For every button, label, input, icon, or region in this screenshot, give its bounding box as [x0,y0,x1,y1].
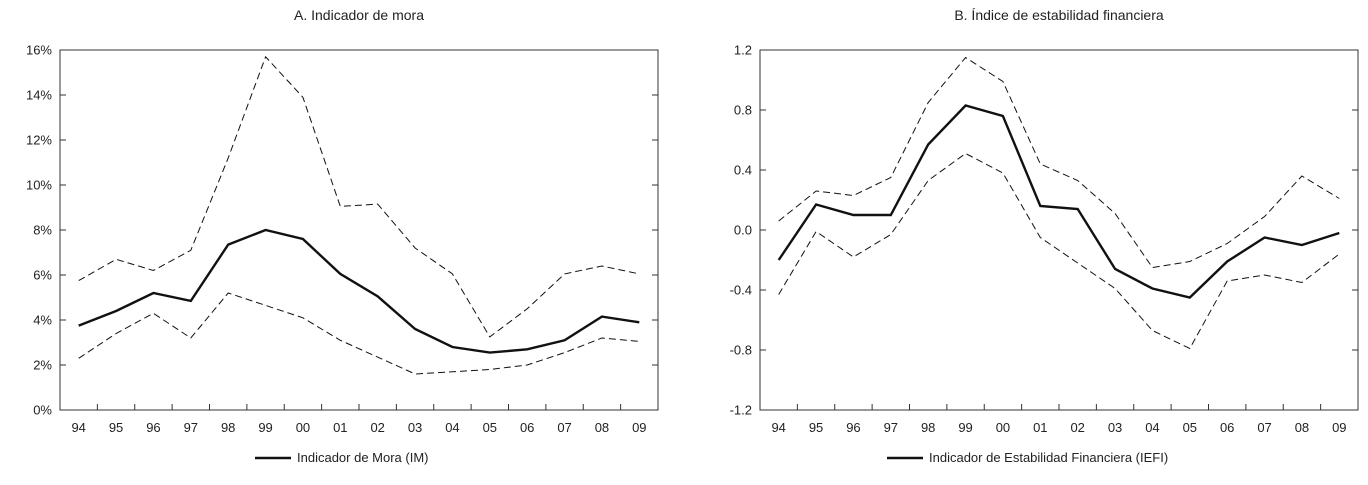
chart-panel-0: A. Indicador de mora 0% 2% 4% 6% 8% 10% 12% 14% 1… [26,7,659,465]
legend-label: Indicador de Mora (IM) [297,450,429,465]
series-line-main [78,228,640,354]
x-tick-label: 04 [1145,420,1159,435]
x-tick-label: 06 [1220,420,1234,435]
series-line-band-2 [778,152,1340,350]
y-tick-label: 6% [33,268,52,283]
chart-title: A. Indicador de mora [294,7,424,23]
x-tick-label: 97 [884,420,898,435]
x-tick-label: 07 [1257,420,1271,435]
x-tick-label: 95 [809,420,823,435]
x-tick-label: 98 [221,420,235,435]
x-tick-label: 00 [996,420,1010,435]
x-tick-label: 01 [333,420,347,435]
x-tick-label: 07 [557,420,571,435]
x-tick-label: 96 [146,420,160,435]
y-tick-label: 12% [26,133,52,148]
plot-frame [759,49,1359,411]
y-tick-label: 8% [33,223,52,238]
legend-label: Indicador de Estabilidad Financiera (IEF… [929,450,1168,465]
plot-frame [59,49,659,411]
x-tick-label: 09 [632,420,646,435]
x-tick-label: 02 [1070,420,1084,435]
x-tick-label: 99 [258,420,272,435]
y-tick-label: -0.8 [730,343,752,358]
series-line-main [777,104,1340,299]
chart-panel-1: B. Índice de estabilidad financiera -1.2 -… [730,7,1359,465]
y-tick-label: 4% [33,313,52,328]
x-tick-label: 03 [408,420,422,435]
y-tick-label: 14% [26,88,52,103]
y-tick-label: 10% [26,178,52,193]
y-tick-label: 2% [33,358,52,373]
x-tick-label: 08 [1295,420,1309,435]
y-tick-label: 0% [33,403,52,418]
x-tick-label: 99 [958,420,972,435]
x-tick-label: 96 [846,420,860,435]
chart-title: B. Índice de estabilidad financiera [954,7,1164,23]
x-tick-label: 06 [520,420,534,435]
series-line-band-2 [78,292,640,375]
x-tick-label: 02 [370,420,384,435]
x-tick-label: 01 [1033,420,1047,435]
y-tick-label: 0.4 [734,163,752,178]
y-tick-label: -0.4 [730,283,752,298]
series-line-band-1 [778,56,1340,269]
x-tick-label: 08 [595,420,609,435]
x-tick-label: 00 [296,420,310,435]
x-tick-label: 97 [184,420,198,435]
y-tick-label: 16% [26,43,52,58]
x-tick-label: 98 [921,420,935,435]
x-tick-label: 94 [71,420,85,435]
x-tick-label: 95 [109,420,123,435]
x-tick-label: 94 [771,420,785,435]
y-tick-label: 1.2 [734,43,752,58]
x-tick-label: 09 [1332,420,1346,435]
y-tick-label: 0.8 [734,103,752,118]
series-line-band-1 [78,55,640,338]
x-tick-label: 05 [483,420,497,435]
x-tick-label: 03 [1108,420,1122,435]
y-tick-label: -1.2 [730,403,752,418]
x-tick-label: 04 [445,420,459,435]
x-tick-label: 05 [1183,420,1197,435]
y-tick-label: 0.0 [734,223,752,238]
